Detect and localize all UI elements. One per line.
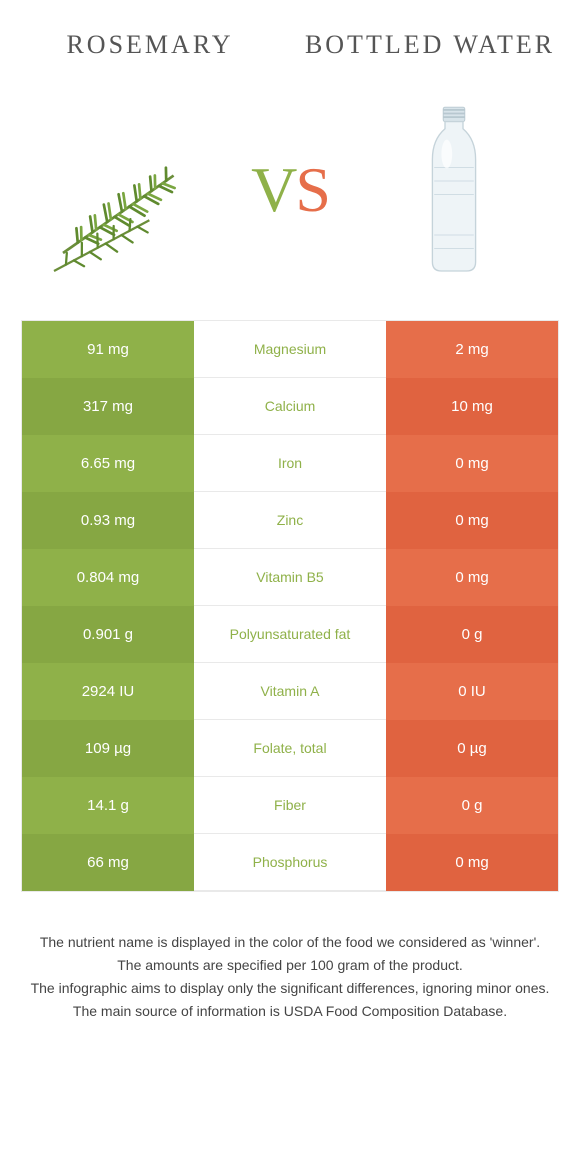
right-value: 0 mg	[386, 492, 558, 549]
right-value: 2 mg	[386, 321, 558, 378]
footer-notes: The nutrient name is displayed in the co…	[20, 932, 560, 1022]
bottle-icon	[364, 100, 544, 280]
table-row: 0.804 mgVitamin B50 mg	[22, 549, 558, 606]
table-row: 0.93 mgZinc0 mg	[22, 492, 558, 549]
left-value: 0.901 g	[22, 606, 194, 663]
header: Rosemary Bottled water	[0, 0, 580, 80]
nutrient-label: Folate, total	[194, 720, 386, 777]
vs-label: VS	[241, 153, 339, 227]
nutrient-label: Magnesium	[194, 321, 386, 378]
nutrient-label: Fiber	[194, 777, 386, 834]
right-value: 10 mg	[386, 378, 558, 435]
right-value: 0 mg	[386, 834, 558, 891]
table-row: 66 mgPhosphorus0 mg	[22, 834, 558, 891]
left-value: 0.804 mg	[22, 549, 194, 606]
nutrient-label: Vitamin A	[194, 663, 386, 720]
left-value: 14.1 g	[22, 777, 194, 834]
right-value: 0 g	[386, 777, 558, 834]
left-value: 317 mg	[22, 378, 194, 435]
left-food-title: Rosemary	[10, 30, 290, 60]
comparison-table: 91 mgMagnesium2 mg317 mgCalcium10 mg6.65…	[21, 320, 559, 892]
nutrient-label: Phosphorus	[194, 834, 386, 891]
vs-s: S	[295, 154, 329, 225]
right-value: 0 IU	[386, 663, 558, 720]
nutrient-label: Zinc	[194, 492, 386, 549]
nutrient-label: Polyunsaturated fat	[194, 606, 386, 663]
rosemary-icon	[36, 100, 216, 280]
table-row: 0.901 gPolyunsaturated fat0 g	[22, 606, 558, 663]
footer-line-3: The infographic aims to display only the…	[20, 978, 560, 999]
right-value: 0 mg	[386, 549, 558, 606]
left-value: 109 µg	[22, 720, 194, 777]
left-value: 6.65 mg	[22, 435, 194, 492]
footer-line-4: The main source of information is USDA F…	[20, 1001, 560, 1022]
left-value: 0.93 mg	[22, 492, 194, 549]
right-value: 0 mg	[386, 435, 558, 492]
table-row: 109 µgFolate, total0 µg	[22, 720, 558, 777]
right-value: 0 µg	[386, 720, 558, 777]
right-food-title: Bottled water	[290, 30, 570, 60]
table-row: 6.65 mgIron0 mg	[22, 435, 558, 492]
nutrient-label: Iron	[194, 435, 386, 492]
right-value: 0 g	[386, 606, 558, 663]
left-value: 66 mg	[22, 834, 194, 891]
left-value: 91 mg	[22, 321, 194, 378]
footer-line-1: The nutrient name is displayed in the co…	[20, 932, 560, 953]
left-value: 2924 IU	[22, 663, 194, 720]
table-row: 2924 IUVitamin A0 IU	[22, 663, 558, 720]
images-row: VS	[0, 80, 580, 320]
nutrient-label: Calcium	[194, 378, 386, 435]
footer-line-2: The amounts are specified per 100 gram o…	[20, 955, 560, 976]
rosemary-image	[20, 90, 231, 290]
bottle-image	[349, 90, 560, 290]
infographic-container: Rosemary Bottled water VS	[0, 0, 580, 1022]
nutrient-label: Vitamin B5	[194, 549, 386, 606]
table-row: 14.1 gFiber0 g	[22, 777, 558, 834]
table-row: 91 mgMagnesium2 mg	[22, 321, 558, 378]
vs-v: V	[251, 154, 295, 225]
table-row: 317 mgCalcium10 mg	[22, 378, 558, 435]
